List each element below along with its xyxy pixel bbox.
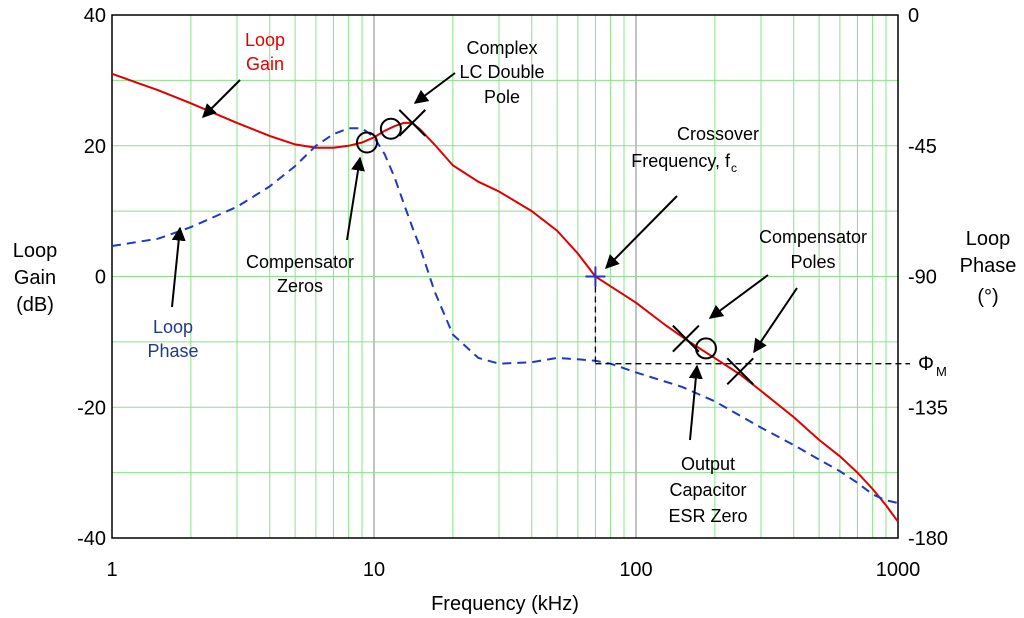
svg-text:Output: Output (681, 454, 735, 474)
y-right-tick-label: 0 (908, 5, 919, 27)
svg-text:LC Double: LC Double (459, 62, 544, 82)
pole-marker (726, 357, 754, 386)
svg-text:Capacitor: Capacitor (669, 480, 746, 500)
svg-text:Loop: Loop (245, 30, 285, 50)
x-tick-label: 1 (106, 559, 117, 581)
arrow-loop-gain (202, 79, 241, 118)
pole-marker (672, 324, 700, 353)
y-left-tick-label: -40 (77, 528, 106, 550)
pole-marker (398, 109, 426, 137)
arrow-esr-zero (688, 364, 703, 441)
svg-text:Compensator: Compensator (759, 227, 867, 247)
loop-gain-line (111, 72, 899, 523)
svg-text:Φ: Φ (918, 353, 934, 375)
zero-marker (694, 337, 717, 360)
zero-marker (355, 131, 378, 154)
annotation-arrows (171, 72, 798, 441)
loop-phase-line (111, 127, 899, 505)
annotation-crossover-frequency: Crossover Frequency, f c (631, 124, 759, 175)
svg-text:Phase: Phase (147, 341, 198, 361)
svg-text:Gain: Gain (14, 267, 56, 289)
y-left-tick-label: 40 (84, 5, 106, 27)
svg-text:Phase: Phase (960, 255, 1017, 277)
phase-margin-label: Φ M (918, 353, 947, 379)
svg-text:Zeros: Zeros (277, 276, 323, 296)
svg-text:Loop: Loop (13, 240, 58, 262)
y-right-tick-label: -180 (908, 528, 948, 550)
svg-text:Compensator: Compensator (246, 252, 354, 272)
x-tick-label: 1000 (876, 559, 921, 581)
svg-text:(dB): (dB) (16, 294, 54, 316)
svg-text:(°): (°) (977, 286, 998, 308)
x-tick-labels: 1 10 100 1000 (106, 559, 920, 581)
y-right-tick-label: -45 (908, 136, 937, 158)
svg-text:ESR Zero: ESR Zero (668, 506, 747, 526)
y-left-tick-label: 0 (95, 267, 106, 289)
arrow-loop-phase (171, 226, 186, 308)
svg-text:Frequency, f: Frequency, f (631, 151, 731, 171)
phase-margin-lines (594, 276, 910, 365)
y-left-tick-label: -20 (77, 397, 106, 419)
y-right-tick-labels: 0 -45 -90 -135 -180 (908, 5, 948, 550)
svg-text:Loop: Loop (966, 228, 1011, 250)
annotation-compensator-poles: Compensator Poles (759, 227, 867, 272)
annotation-compensator-zeros: Compensator Zeros (246, 252, 354, 296)
y-left-tick-label: 20 (84, 136, 106, 158)
x-axis-label: Frequency (kHz) (431, 593, 579, 615)
annotation-lc-double-pole: Complex LC Double Pole (459, 38, 544, 107)
svg-text:c: c (731, 161, 737, 175)
svg-text:Complex: Complex (466, 38, 537, 58)
annotation-loop-gain: Loop Gain (245, 30, 285, 74)
svg-text:Loop: Loop (153, 317, 193, 337)
svg-text:M: M (936, 364, 947, 379)
y-left-tick-labels: 40 20 0 -20 -40 (77, 5, 106, 550)
svg-text:Pole: Pole (484, 87, 520, 107)
svg-text:Poles: Poles (790, 252, 835, 272)
x-tick-label: 100 (619, 559, 652, 581)
crossover-marker (585, 266, 606, 287)
y-right-tick-label: -90 (908, 267, 937, 289)
plot-frame (111, 14, 899, 539)
zero-marker (379, 117, 402, 140)
arrow-compensator-zeros (346, 156, 365, 241)
x-tick-label: 10 (363, 559, 385, 581)
y-right-axis-label: Loop Phase (°) (960, 228, 1017, 308)
arrow-lc-pole (413, 72, 456, 104)
svg-text:Crossover: Crossover (677, 124, 759, 144)
series-lines (111, 72, 899, 523)
arrow-crossover (605, 195, 678, 269)
svg-text:Gain: Gain (246, 54, 284, 74)
y-left-axis-label: Loop Gain (dB) (13, 240, 58, 316)
annotation-esr-zero: Output Capacitor ESR Zero (668, 454, 747, 526)
y-right-tick-label: -135 (908, 397, 948, 419)
annotation-loop-phase: Loop Phase (147, 317, 198, 361)
arrow-compensator-pole-2 (753, 287, 798, 354)
arrow-compensator-pole-1 (708, 274, 769, 319)
pole-zero-markers (355, 109, 754, 386)
